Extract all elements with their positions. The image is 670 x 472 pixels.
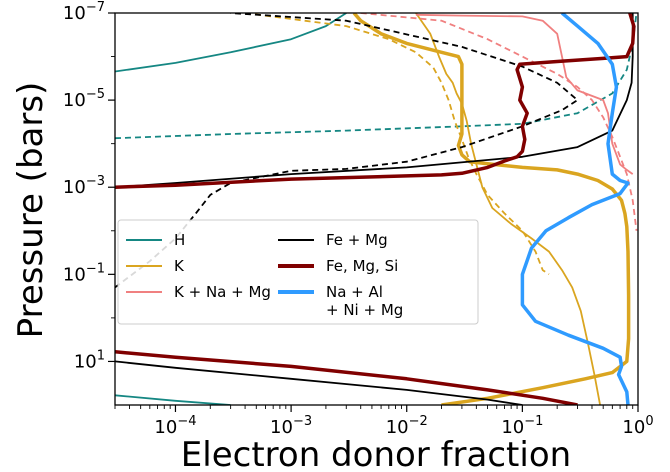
series-line-fe-mg-10 <box>115 360 523 405</box>
x-axis-ticks: 10−4 10−3 10−2 10−1 100 <box>114 405 654 438</box>
tick-label: 10−1 <box>63 261 105 285</box>
legend: HK K + Na + Mg Fe + Mg Fe, Mg, Si Na + Al+ N… <box>117 219 479 325</box>
legend-label: K + Na + Mg <box>174 283 271 301</box>
y-axis-ticks: 10−7 10−5 10−3 10−1 101 <box>63 0 115 372</box>
tick-label: 10−2 <box>386 414 428 438</box>
tick-label: 10−7 <box>63 0 105 24</box>
series-line-h-2 <box>115 13 638 140</box>
series-line-k-4 <box>415 13 601 405</box>
tick-label: 10−3 <box>63 174 105 198</box>
series-line-k-5 <box>352 13 631 405</box>
series-line-k-na-mg-7 <box>360 13 638 231</box>
series-line-k-na-mg-6 <box>415 13 634 175</box>
legend-label: Fe, Mg, Si <box>326 257 398 275</box>
legend-label: Na + Al <box>326 283 383 301</box>
y-axis-label: Pressure (bars) <box>11 82 51 339</box>
tick-label: 10−3 <box>270 414 312 438</box>
series-line-h-0 <box>115 13 347 73</box>
series-line-na-al-ni-mg-13 <box>520 13 630 405</box>
tick-label: 10−1 <box>501 414 543 438</box>
tick-label: 10−4 <box>154 414 196 438</box>
legend-label: K <box>174 257 185 275</box>
tick-label: 10−5 <box>63 87 105 111</box>
series-line-fe-mg-si-11 <box>115 13 636 189</box>
series-line-h-1 <box>115 394 231 405</box>
legend-frame <box>117 219 479 325</box>
series-line-fe-mg-8 <box>115 13 579 289</box>
series-line-fe-mg-si-12 <box>115 350 578 405</box>
legend-label: Fe + Mg <box>326 231 388 249</box>
series-layer <box>115 13 638 405</box>
x-axis-label: Electron donor fraction <box>181 435 571 472</box>
tick-label: 100 <box>622 414 653 438</box>
tick-label: 101 <box>74 348 105 372</box>
plot-frame <box>114 12 639 406</box>
legend-label: + Ni + Mg <box>326 301 403 319</box>
legend-label: H <box>174 231 185 249</box>
series-line-fe-mg-9 <box>115 13 634 189</box>
